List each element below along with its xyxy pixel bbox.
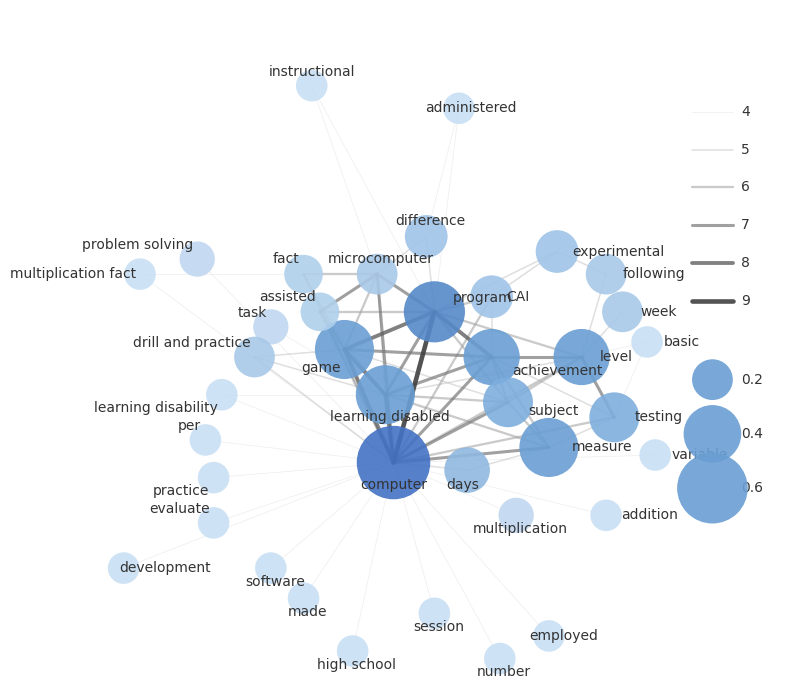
Text: CAI: CAI xyxy=(506,290,530,304)
Point xyxy=(371,268,383,280)
Text: instructional: instructional xyxy=(269,65,355,79)
Point xyxy=(543,630,556,642)
Text: addition: addition xyxy=(621,508,677,522)
Text: achievement: achievement xyxy=(512,363,603,377)
Text: learning disabled: learning disabled xyxy=(329,410,450,424)
Text: high school: high school xyxy=(317,658,396,672)
Point xyxy=(453,103,465,114)
Text: basic: basic xyxy=(663,335,700,349)
Point xyxy=(338,344,351,355)
Text: problem solving: problem solving xyxy=(82,238,193,252)
Text: program: program xyxy=(453,291,512,305)
Point xyxy=(199,434,212,445)
Text: computer: computer xyxy=(360,478,427,492)
Text: 7: 7 xyxy=(741,218,750,232)
Point xyxy=(428,306,441,317)
Text: 6: 6 xyxy=(741,180,750,194)
Point xyxy=(641,336,654,347)
Text: administered: administered xyxy=(426,101,517,115)
Point xyxy=(305,80,318,92)
Point xyxy=(543,442,556,453)
Text: level: level xyxy=(599,350,633,364)
Point xyxy=(461,465,473,476)
Point xyxy=(207,517,220,528)
Text: employed: employed xyxy=(529,629,598,643)
Point xyxy=(265,322,277,333)
Text: 8: 8 xyxy=(741,256,750,270)
Point xyxy=(608,412,621,423)
Point xyxy=(379,389,391,401)
Point xyxy=(313,306,326,317)
Text: number: number xyxy=(477,665,531,679)
Text: multiplication fact: multiplication fact xyxy=(10,267,136,281)
Text: game: game xyxy=(300,361,340,375)
Point xyxy=(706,428,719,440)
Point xyxy=(134,268,147,280)
Text: testing: testing xyxy=(634,410,683,424)
Point xyxy=(346,645,359,656)
Text: per: per xyxy=(179,419,202,433)
Text: 4: 4 xyxy=(741,105,750,119)
Point xyxy=(706,482,719,493)
Text: development: development xyxy=(120,561,211,575)
Text: week: week xyxy=(641,305,677,319)
Text: 5: 5 xyxy=(741,143,750,157)
Text: 9: 9 xyxy=(741,294,750,308)
Text: assisted: assisted xyxy=(259,290,316,304)
Text: made: made xyxy=(288,605,328,619)
Text: drill and practice: drill and practice xyxy=(133,336,250,350)
Point xyxy=(190,254,203,265)
Point xyxy=(616,306,629,317)
Point xyxy=(485,352,498,363)
Text: variable: variable xyxy=(672,448,728,462)
Point xyxy=(297,268,310,280)
Point xyxy=(485,291,498,303)
Point xyxy=(493,653,506,664)
Text: evaluate: evaluate xyxy=(149,503,210,517)
Point xyxy=(207,472,220,483)
Point xyxy=(706,374,719,385)
Text: difference: difference xyxy=(395,215,465,229)
Point xyxy=(387,457,400,468)
Text: experimental: experimental xyxy=(571,245,664,259)
Text: session: session xyxy=(413,620,464,634)
Point xyxy=(420,231,433,242)
Point xyxy=(297,593,310,604)
Text: 0.6: 0.6 xyxy=(741,481,763,495)
Text: 0.4: 0.4 xyxy=(741,427,763,441)
Point xyxy=(265,563,277,574)
Text: measure: measure xyxy=(571,440,632,454)
Text: following: following xyxy=(622,267,685,281)
Point xyxy=(501,396,514,408)
Text: fact: fact xyxy=(273,252,300,266)
Text: learning disability: learning disability xyxy=(94,401,218,415)
Text: subject: subject xyxy=(528,404,579,418)
Point xyxy=(600,510,613,521)
Point xyxy=(551,246,563,257)
Point xyxy=(510,510,523,521)
Text: task: task xyxy=(238,306,267,320)
Text: microcomputer: microcomputer xyxy=(328,252,434,266)
Point xyxy=(428,607,441,619)
Point xyxy=(117,563,130,574)
Point xyxy=(575,352,588,363)
Point xyxy=(600,268,613,280)
Text: software: software xyxy=(245,575,305,589)
Point xyxy=(649,449,662,461)
Point xyxy=(215,389,228,401)
Text: days: days xyxy=(446,478,480,492)
Text: 0.2: 0.2 xyxy=(741,373,763,387)
Text: practice: practice xyxy=(153,484,210,498)
Point xyxy=(248,352,261,363)
Text: multiplication: multiplication xyxy=(473,522,567,536)
